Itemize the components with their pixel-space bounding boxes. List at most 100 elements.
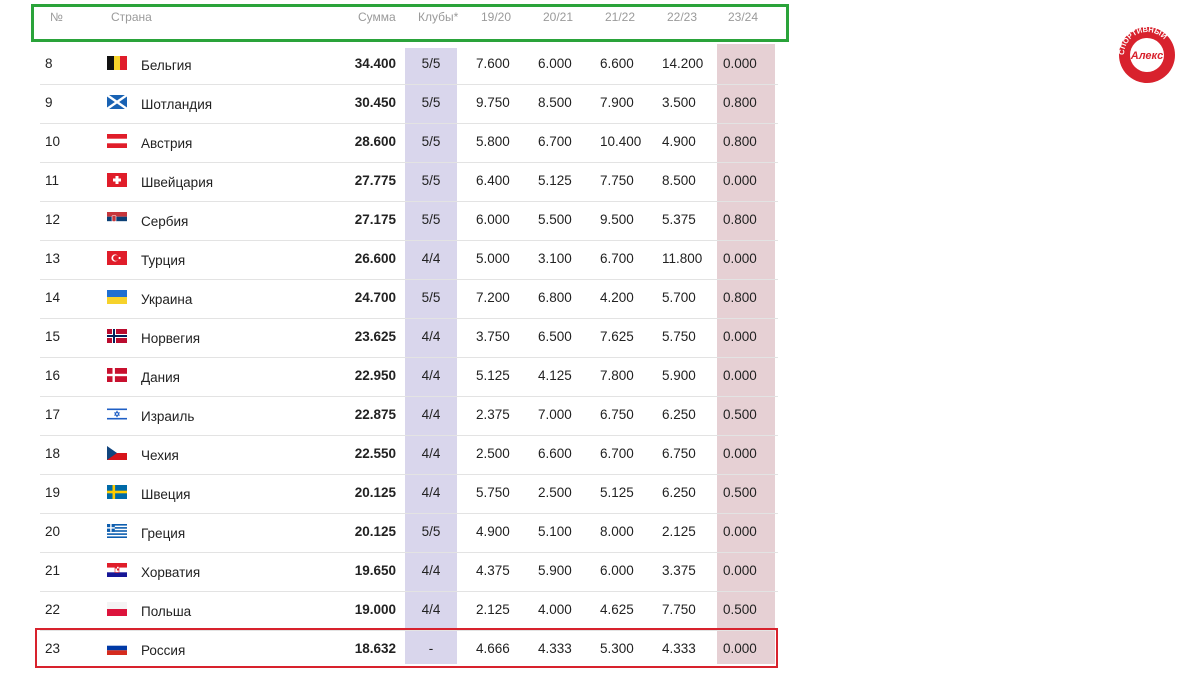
points-19-20: 5.800 xyxy=(476,134,510,149)
table-row: 8 Бельгия 34.400 5/5 7.600 6.000 6.600 14.200 0.… xyxy=(40,45,778,85)
points-22-23: 2.125 xyxy=(662,524,696,539)
points-21-22: 7.900 xyxy=(600,95,634,110)
country-name: Чехия xyxy=(141,448,179,463)
points-22-23: 8.500 xyxy=(662,173,696,188)
total-points: 26.600 xyxy=(354,251,396,266)
sport-logo: СПОРТИВНЫЙ Алекс xyxy=(1117,26,1175,83)
points-22-23: 7.750 xyxy=(662,602,696,617)
clubs-remaining: 5/5 xyxy=(421,290,441,305)
points-22-23: 5.750 xyxy=(662,329,696,344)
total-points: 27.175 xyxy=(354,212,396,227)
points-21-22: 7.625 xyxy=(600,329,634,344)
points-21-22: 6.600 xyxy=(600,56,634,71)
points-22-23: 5.700 xyxy=(662,290,696,305)
total-points: 28.600 xyxy=(354,134,396,149)
points-20-21: 5.500 xyxy=(538,212,572,227)
points-23-24: 0.000 xyxy=(723,329,757,344)
table-row: 23 Россия 18.632 - 4.666 4.333 5.300 4.333 0.000 xyxy=(40,630,778,669)
rank: 9 xyxy=(45,95,53,110)
points-23-24: 0.000 xyxy=(723,368,757,383)
points-20-21: 8.500 xyxy=(538,95,572,110)
clubs-column-highlight xyxy=(405,48,457,664)
points-20-21: 6.800 xyxy=(538,290,572,305)
points-22-23: 6.250 xyxy=(662,407,696,422)
points-21-22: 6.700 xyxy=(600,251,634,266)
logo-center-text: Алекс xyxy=(1130,50,1163,62)
rank: 17 xyxy=(45,407,61,422)
clubs-remaining: 5/5 xyxy=(421,173,441,188)
header-season-23-24: 23/24 xyxy=(728,10,759,24)
clubs-remaining: 4/4 xyxy=(421,446,441,461)
country-name: Хорватия xyxy=(141,565,201,580)
points-20-21: 3.100 xyxy=(538,251,572,266)
points-22-23: 6.750 xyxy=(662,446,696,461)
belgium-flag-icon xyxy=(107,56,127,70)
points-19-20: 5.000 xyxy=(476,251,510,266)
clubs-remaining: 5/5 xyxy=(421,524,441,539)
table-row: 14 Украина 24.700 5/5 7.200 6.800 4.200 5.700 0.… xyxy=(40,279,778,319)
country-name: Польша xyxy=(141,604,192,619)
points-20-21: 5.100 xyxy=(538,524,572,539)
poland-flag-icon xyxy=(107,602,127,616)
rank: 21 xyxy=(45,563,61,578)
header-season-19-20: 19/20 xyxy=(481,10,512,24)
points-19-20: 7.200 xyxy=(476,290,510,305)
rank: 19 xyxy=(45,485,61,500)
points-21-22: 8.000 xyxy=(600,524,634,539)
total-points: 27.775 xyxy=(354,173,396,188)
austria-flag-icon xyxy=(107,134,127,148)
scotland-flag-icon xyxy=(107,95,127,109)
total-points: 23.625 xyxy=(354,329,396,344)
header-clubs: Клубы* xyxy=(418,10,459,24)
points-21-22: 4.200 xyxy=(600,290,634,305)
table-row: 22 Польша 19.000 4/4 2.125 4.000 4.625 7.750 0.5… xyxy=(40,591,778,631)
points-19-20: 4.375 xyxy=(476,563,510,578)
table-row: 15 Норвегия 23.625 4/4 3.750 6.500 7.625 5.750 0… xyxy=(40,318,778,358)
table-row: 18 Чехия 22.550 4/4 2.500 6.600 6.700 6.750 0.00… xyxy=(40,435,778,475)
points-21-22: 6.700 xyxy=(600,446,634,461)
header-season-22-23: 22/23 xyxy=(667,10,698,24)
points-20-21: 2.500 xyxy=(538,485,572,500)
points-21-22: 5.300 xyxy=(600,641,634,656)
points-19-20: 3.750 xyxy=(476,329,510,344)
rank: 12 xyxy=(45,212,61,227)
rank: 14 xyxy=(45,290,61,305)
header-country: Страна xyxy=(111,10,152,24)
points-19-20: 2.500 xyxy=(476,446,510,461)
points-22-23: 11.800 xyxy=(662,251,703,266)
rank: 18 xyxy=(45,446,61,461)
points-22-23: 6.250 xyxy=(662,485,696,500)
points-20-21: 4.125 xyxy=(538,368,572,383)
points-19-20: 6.000 xyxy=(476,212,510,227)
header-season-20-21: 20/21 xyxy=(543,10,574,24)
total-points: 30.450 xyxy=(354,95,396,110)
points-19-20: 4.900 xyxy=(476,524,510,539)
denmark-flag-icon xyxy=(107,368,127,382)
country-name: Израиль xyxy=(141,409,195,424)
total-points: 20.125 xyxy=(354,524,396,539)
country-name: Швейцария xyxy=(141,175,214,190)
points-20-21: 4.000 xyxy=(538,602,572,617)
points-23-24: 0.800 xyxy=(723,290,757,305)
points-20-21: 6.600 xyxy=(538,446,572,461)
total-points: 19.650 xyxy=(354,563,396,578)
total-points: 34.400 xyxy=(354,56,396,71)
points-21-22: 10.400 xyxy=(600,134,642,149)
rank: 23 xyxy=(45,641,61,656)
total-points: 22.950 xyxy=(354,368,396,383)
points-19-20: 6.400 xyxy=(476,173,510,188)
country-name: Россия xyxy=(141,643,186,658)
table-row: 20 Греция 20.125 5/5 4.900 5.100 8.000 2.125 0.0… xyxy=(40,513,778,553)
country-name: Бельгия xyxy=(141,58,192,73)
points-19-20: 2.375 xyxy=(476,407,510,422)
points-19-20: 4.666 xyxy=(476,641,510,656)
clubs-remaining: 5/5 xyxy=(421,95,441,110)
points-20-21: 6.700 xyxy=(538,134,572,149)
serbia-flag-icon xyxy=(107,212,127,226)
rank: 8 xyxy=(45,56,53,71)
total-points: 20.125 xyxy=(354,485,396,500)
total-points: 24.700 xyxy=(354,290,396,305)
points-23-24: 0.500 xyxy=(723,407,757,422)
sweden-flag-icon xyxy=(107,485,127,499)
rank: 15 xyxy=(45,329,61,344)
